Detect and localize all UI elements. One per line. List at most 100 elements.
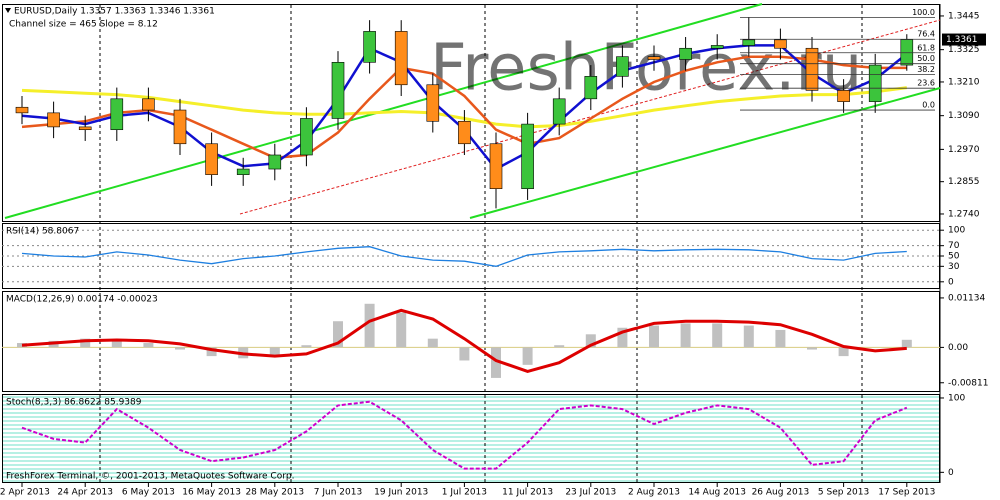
candle-body [900,39,914,66]
macd-bar [206,347,217,357]
macd-bar [617,327,628,348]
y-tick-label: 30 [948,262,960,272]
candle-body [458,120,471,145]
macd-bar [364,303,375,348]
fibo-label: 38.2 [917,65,935,74]
chart-title: EURUSD,Daily 1.3357 1.3363 1.3346 1.3361 [14,7,215,17]
x-tick-label: 1 Jul 2013 [442,488,487,498]
macd-bar [175,347,185,350]
y-tick-label: 1.3090 [948,111,980,121]
x-tick-label: 23 Jul 2013 [565,488,616,498]
candle-body [868,64,882,102]
x-tick-label: 17 Sep 2013 [878,488,935,498]
macd-bar [585,334,596,348]
macd-bar [680,323,691,348]
y-tick-label: 1.2740 [948,209,980,219]
panel-title: MACD(12,26,9) 0.00174 -0.00023 [6,295,158,305]
macd-bar [396,312,407,348]
candle-body [742,39,756,46]
x-tick-label: 26 Aug 2013 [752,488,810,498]
panel-frames [2,4,941,483]
y-tick-label: 100 [948,393,965,403]
x-tick-label: 16 May 2013 [182,488,241,498]
x-tick-label: 11 Jul 2013 [502,488,553,498]
chart-subtitle: Channel size = 465 Slope = 8.12 [9,20,158,30]
candle-body [805,47,819,91]
candle-body [837,90,850,102]
y-tick-label: 0 [948,277,954,287]
y-tick-label: 100 [948,226,965,236]
x-tick-label: 14 Aug 2013 [688,488,746,498]
candle-body [47,112,60,128]
macd-bar [301,345,312,348]
y-tick-label: 1.2855 [948,177,980,187]
plot-layer: 1.3445 1.3325 1.3210 1.3090 1.2970 1.2855 1.27… [0,7,988,498]
macd-bar [649,325,659,348]
candle-body [616,56,629,77]
x-tick-label: 19 Jun 2013 [374,488,428,498]
y-tick-label: 0 [948,468,954,478]
macd-bar [80,338,91,348]
candle-body [552,98,566,125]
macd-bar [522,347,533,365]
candle-body [331,62,345,119]
candle-body [584,76,598,100]
macd-bar [554,345,565,348]
price-label: 1.3361 [946,35,978,45]
candle-body [205,143,218,175]
watermark: FreshForex.ru [430,32,862,106]
x-tick-label: 12 Apr 2013 [0,488,50,498]
panel-title: Stoch(8,3,3) 86.8622 85.9389 [6,398,142,408]
y-tick-label: 1.3325 [948,45,980,55]
candle-body [679,47,692,60]
candle-body [110,98,124,131]
footer: FreshForex Terminal, ©, 2001-2013, MetaQ… [6,472,295,482]
macd-bar [775,329,786,348]
candle-body [710,45,724,49]
candle-body [236,168,250,175]
candle-body [489,143,503,189]
macd-bar [17,343,27,348]
y-tick-label: 0.00 [948,343,968,353]
y-tick-label: 50 [948,252,960,262]
candle-body [300,118,313,156]
candle-body [15,106,29,114]
fibo-label: 23.6 [917,79,935,88]
y-tick-label: 1.3445 [948,11,980,21]
menu-arrow [5,8,11,13]
moving-average [21,55,907,160]
candle-body [774,39,787,49]
stoch-background [2,395,940,482]
macd-bar [459,347,470,361]
indicator-line [21,400,908,470]
macd-bar [143,343,154,348]
x-tick-label: 6 May 2013 [122,488,175,498]
fibo-label: 50.0 [917,54,935,63]
y-tick-label: 1.3210 [948,77,980,87]
signal-line [21,308,907,373]
fibo-label: 100.0 [912,8,935,17]
macd-bar [901,339,912,348]
candle-body [363,31,376,63]
y-tick-label: -0.00811 [948,378,988,388]
candle-body [647,56,661,60]
fibo-label: 76.4 [917,30,935,39]
candle-body [78,126,92,131]
candle-body [426,84,440,122]
panel-title: RSI(14) 58.8067 [6,227,79,237]
macd-bar [807,347,817,350]
macd-bar [269,347,280,357]
indicator-line [21,246,907,267]
x-tick-label: 5 Sep 2013 [818,488,869,498]
x-tick-label: 28 May 2013 [245,488,304,498]
macd-bar [743,325,754,348]
macd-bar [427,338,438,348]
fibo-label: 0.0 [922,101,935,110]
fibo-label: 61.8 [917,43,935,52]
x-tick-label: 2 Aug 2013 [628,488,680,498]
y-tick-label: 1.2970 [948,145,980,155]
candle-body [521,123,534,189]
x-tick-label: 7 Jun 2013 [314,488,362,498]
y-tick-label: 70 [948,241,960,251]
